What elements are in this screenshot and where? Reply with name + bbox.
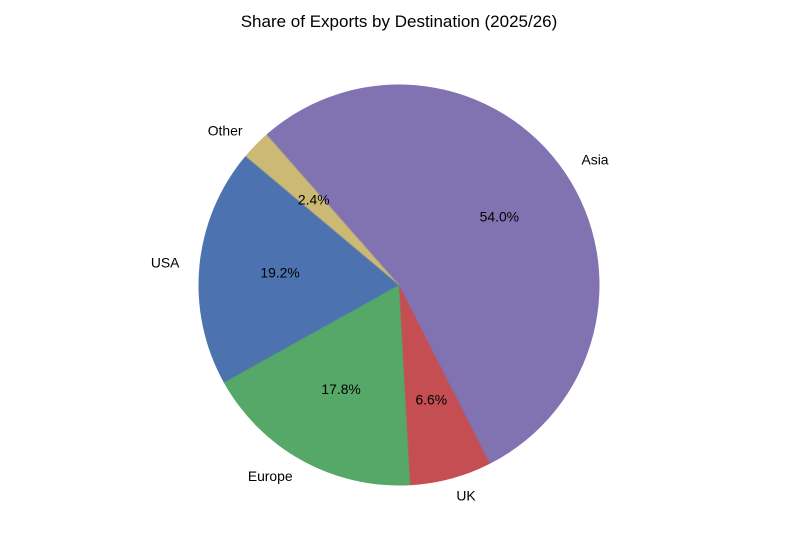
svg-text:Asia: Asia — [582, 152, 609, 168]
svg-text:Europe: Europe — [248, 468, 293, 484]
svg-text:2.4%: 2.4% — [298, 192, 330, 208]
svg-text:Share of Exports by Destinatio: Share of Exports by Destination (2025/26… — [241, 12, 558, 31]
svg-text:17.8%: 17.8% — [321, 381, 360, 397]
svg-text:Other: Other — [208, 122, 243, 138]
svg-text:19.2%: 19.2% — [260, 264, 299, 280]
svg-text:UK: UK — [456, 488, 476, 504]
svg-text:54.0%: 54.0% — [480, 208, 519, 224]
svg-text:6.6%: 6.6% — [415, 392, 447, 408]
svg-text:USA: USA — [151, 255, 180, 271]
